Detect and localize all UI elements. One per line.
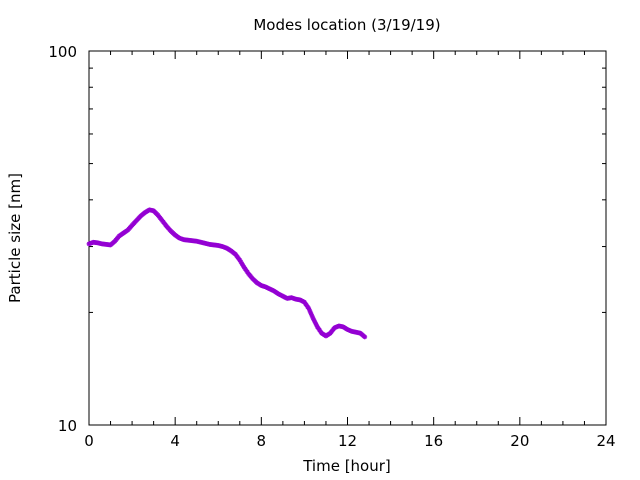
chart-title: Modes location (3/19/19) [253,16,440,34]
data-point [362,334,368,340]
y-axis-label: Particle size [nm] [6,173,24,303]
y-tick-label: 100 [48,43,77,61]
x-tick-label: 16 [424,432,443,450]
data-points [86,207,368,340]
x-tick-label: 0 [84,432,94,450]
x-tick-label: 4 [170,432,180,450]
axis-ticks [88,50,607,426]
x-tick-label: 20 [510,432,529,450]
x-axis-label: Time [hour] [302,457,391,475]
x-tick-label: 12 [338,432,357,450]
y-tick-label: 10 [58,417,77,435]
x-tick-labels: 0 4 8 12 16 20 24 [84,432,615,450]
plot-frame [88,50,607,426]
y-tick-labels: 10 100 [48,43,77,435]
x-tick-label: 8 [257,432,267,450]
x-tick-label: 24 [596,432,615,450]
